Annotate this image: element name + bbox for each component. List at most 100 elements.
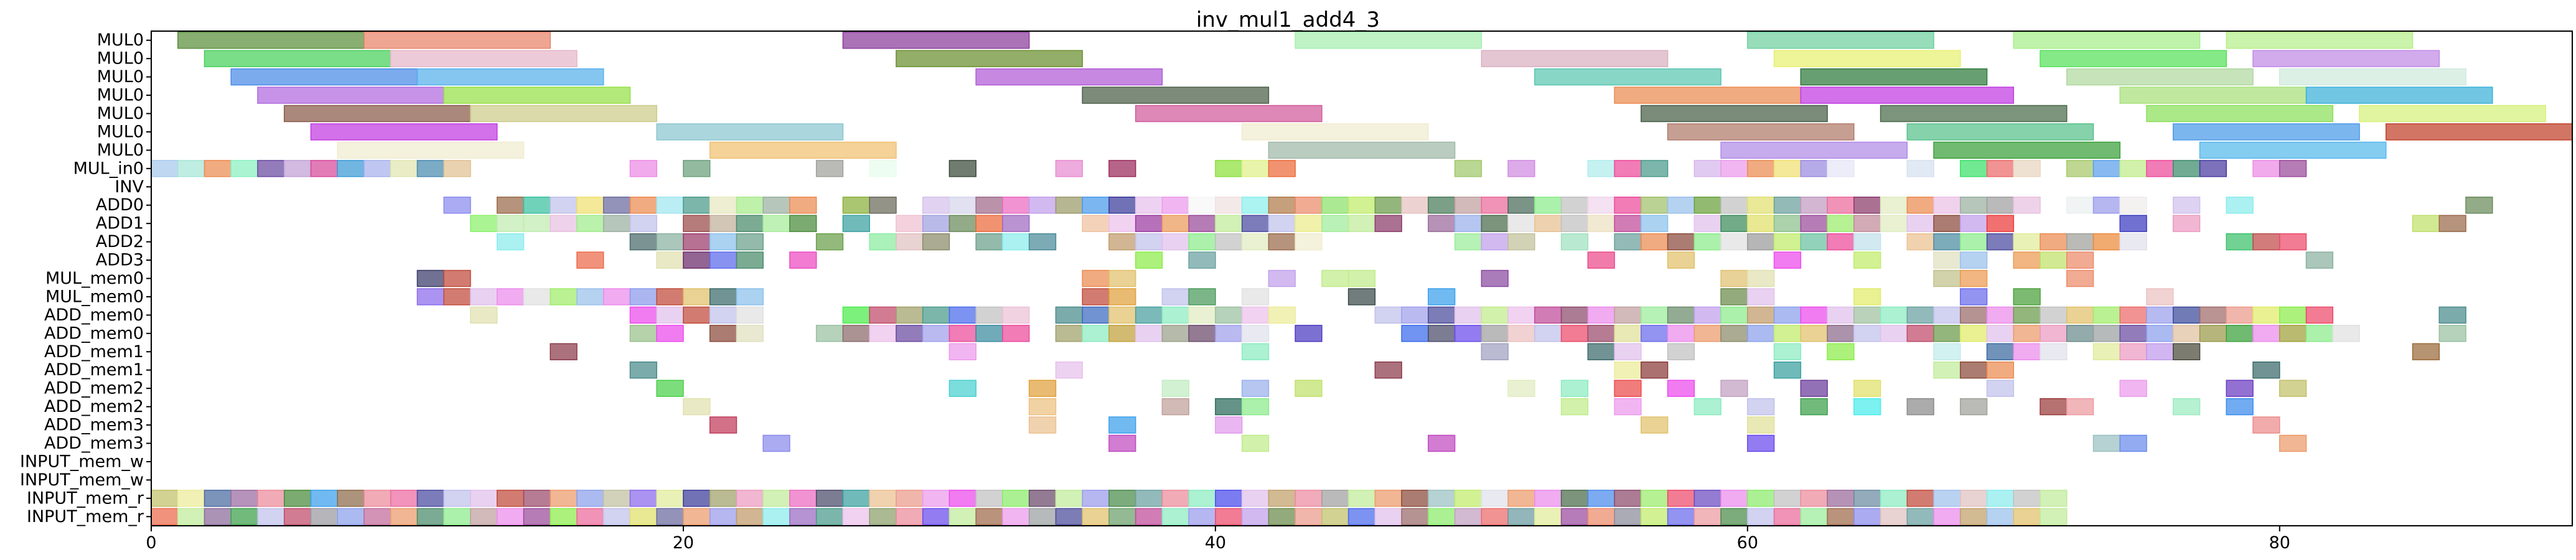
task-bar bbox=[1641, 325, 1669, 342]
task-bar bbox=[1693, 325, 1721, 342]
task-bar bbox=[523, 288, 551, 306]
task-bar bbox=[2226, 233, 2254, 251]
task-bar bbox=[1747, 288, 1775, 306]
task-bar bbox=[1321, 269, 1349, 287]
task-bar bbox=[2066, 269, 2094, 287]
task-bar bbox=[842, 197, 870, 214]
task-bar bbox=[709, 215, 738, 232]
task-bar bbox=[1880, 325, 1908, 342]
task-bar bbox=[948, 490, 977, 507]
task-bar bbox=[337, 160, 365, 177]
task-bar bbox=[2279, 434, 2307, 452]
task-bar bbox=[709, 306, 738, 324]
y-tick-label: ADD_mem2 bbox=[44, 379, 144, 398]
task-bar bbox=[1747, 197, 1775, 214]
task-bar bbox=[1933, 362, 1961, 379]
task-bar bbox=[1853, 490, 1881, 507]
task-bar bbox=[1960, 398, 1988, 416]
task-bar bbox=[2279, 380, 2307, 397]
task-bar bbox=[1161, 233, 1189, 251]
task-bar bbox=[1268, 233, 1296, 251]
task-bar bbox=[1321, 197, 1349, 214]
task-bar bbox=[1720, 141, 1908, 159]
task-bar bbox=[736, 508, 764, 525]
task-bar bbox=[1135, 105, 1323, 123]
task-bar bbox=[815, 160, 844, 177]
task-bar bbox=[709, 508, 738, 525]
task-bar bbox=[683, 197, 711, 214]
task-bar bbox=[1641, 215, 1669, 232]
task-bar bbox=[1454, 490, 1482, 507]
task-bar bbox=[1428, 325, 1456, 342]
task-bar bbox=[1986, 490, 2015, 507]
task-bar bbox=[842, 215, 870, 232]
x-tick-label: 80 bbox=[2269, 533, 2290, 553]
task-bar bbox=[177, 490, 205, 507]
task-bar bbox=[1880, 105, 2068, 123]
task-bar bbox=[1641, 105, 1828, 123]
task-bar bbox=[2040, 490, 2068, 507]
task-bar bbox=[736, 197, 764, 214]
task-bar bbox=[1454, 325, 1482, 342]
task-bar bbox=[709, 325, 738, 342]
task-bar bbox=[470, 288, 498, 306]
task-bar bbox=[1454, 233, 1482, 251]
task-bar bbox=[1800, 197, 1828, 214]
task-bar bbox=[1853, 215, 1881, 232]
task-bar bbox=[842, 325, 870, 342]
task-bar bbox=[2199, 141, 2387, 159]
task-bar bbox=[948, 160, 977, 177]
task-bar bbox=[709, 141, 897, 159]
task-bar bbox=[736, 233, 764, 251]
task-bar bbox=[1268, 215, 1296, 232]
task-bar bbox=[1055, 325, 1083, 342]
task-bar bbox=[602, 215, 631, 232]
task-bar bbox=[1720, 269, 1748, 287]
task-bar bbox=[1507, 325, 1535, 342]
task-bar bbox=[1135, 490, 1163, 507]
task-bar bbox=[1747, 269, 1775, 287]
task-bar bbox=[1002, 197, 1030, 214]
task-bar bbox=[896, 325, 924, 342]
task-bar bbox=[1241, 380, 1270, 397]
task-bar bbox=[2173, 306, 2201, 324]
task-bar bbox=[470, 508, 498, 525]
task-bar bbox=[1800, 160, 1828, 177]
task-bar bbox=[1641, 233, 1669, 251]
task-bar bbox=[1108, 269, 1136, 287]
task-bar bbox=[1986, 233, 2015, 251]
task-bar bbox=[1347, 269, 1376, 287]
task-bar bbox=[550, 490, 578, 507]
task-bar bbox=[1614, 490, 1642, 507]
task-bar bbox=[683, 160, 711, 177]
task-bar bbox=[2252, 160, 2280, 177]
task-bar bbox=[975, 325, 1003, 342]
y-tick-label: ADD_mem1 bbox=[44, 360, 144, 380]
task-bar bbox=[283, 490, 312, 507]
task-bar bbox=[1641, 490, 1669, 507]
task-bar bbox=[1108, 325, 1136, 342]
task-bar bbox=[1800, 490, 1828, 507]
task-bar bbox=[1587, 251, 1615, 269]
task-bar bbox=[2226, 380, 2254, 397]
task-bar bbox=[1481, 50, 1669, 67]
task-bar bbox=[1082, 86, 1270, 104]
task-bar bbox=[2092, 160, 2121, 177]
task-bar bbox=[1401, 325, 1429, 342]
task-bar bbox=[1986, 197, 2015, 214]
task-bar bbox=[1986, 380, 2015, 397]
x-tick-label: 40 bbox=[1205, 533, 1226, 553]
task-bars bbox=[151, 32, 2573, 525]
task-bar bbox=[629, 197, 657, 214]
task-bar bbox=[1108, 215, 1136, 232]
task-bar bbox=[1295, 32, 1482, 49]
task-bar bbox=[2040, 343, 2068, 360]
task-bar bbox=[2066, 325, 2094, 342]
task-bar bbox=[1481, 215, 1509, 232]
task-bar bbox=[683, 508, 711, 525]
task-bar bbox=[948, 343, 977, 360]
task-bar bbox=[1135, 251, 1163, 269]
task-bar bbox=[390, 160, 418, 177]
task-bar bbox=[1241, 306, 1270, 324]
task-bar bbox=[1747, 325, 1775, 342]
